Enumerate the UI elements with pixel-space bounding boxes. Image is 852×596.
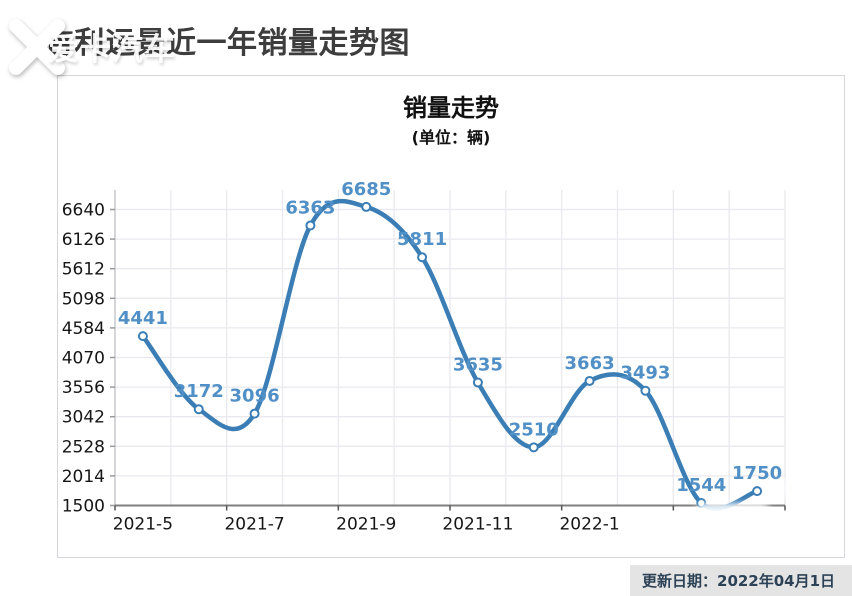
svg-text:3493: 3493 [620,363,670,384]
xcar-watermark-x-icon [9,19,65,75]
update-date-text: 更新日期：2022年04月1日 [642,572,836,590]
svg-text:2022-1: 2022-1 [559,515,619,535]
svg-text:4070: 4070 [62,349,105,369]
svg-text:1750: 1750 [732,463,782,484]
chart-subtitle: (单位：辆) [411,128,491,147]
chart-title: 销量走势 [403,94,499,122]
svg-text:6363: 6363 [285,197,335,218]
svg-text:4584: 4584 [62,319,105,339]
svg-text:6685: 6685 [341,179,391,200]
svg-text:3172: 3172 [174,381,224,402]
svg-text:2021-11: 2021-11 [442,515,513,535]
svg-text:5612: 5612 [62,260,105,280]
svg-text:6126: 6126 [62,230,105,250]
svg-text:2510: 2510 [509,419,559,440]
svg-text:3635: 3635 [453,355,503,376]
update-date-badge: 更新日期：2022年04月1日 [630,565,852,596]
svg-text:5811: 5811 [397,229,447,250]
watermark-smudge-small [770,480,830,496]
svg-text:3663: 3663 [565,353,615,374]
svg-text:4441: 4441 [118,308,168,329]
svg-text:1544: 1544 [676,475,726,496]
svg-text:2021-5: 2021-5 [113,515,173,535]
xcar-watermark-text: 爱卡汽车 [48,32,176,68]
page-title: 吉利远景近一年销量走势图 [44,26,410,61]
svg-text:5098: 5098 [62,289,105,309]
svg-text:2021-7: 2021-7 [224,515,284,535]
svg-text:3096: 3096 [230,386,280,407]
svg-text:2528: 2528 [62,437,105,457]
svg-text:2021-9: 2021-9 [336,515,396,535]
svg-text:1500: 1500 [62,497,105,517]
svg-text:2014: 2014 [62,467,105,487]
svg-text:6640: 6640 [62,201,105,221]
svg-text:3042: 3042 [62,408,105,428]
svg-text:3556: 3556 [62,378,105,398]
watermark-smudge [694,503,772,527]
